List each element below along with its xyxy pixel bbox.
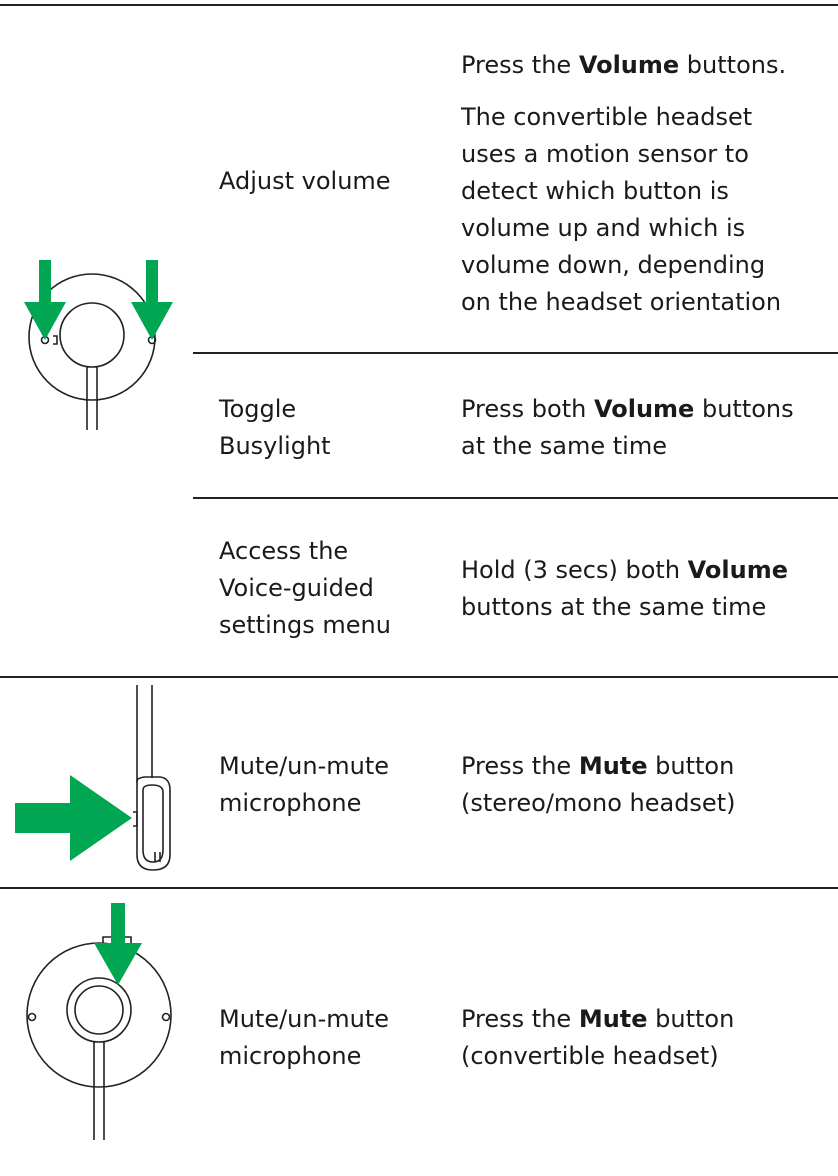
bold-term: Mute bbox=[578, 752, 648, 780]
text-run: buttons bbox=[694, 395, 794, 423]
text-run: button bbox=[647, 752, 735, 780]
text-run: volume up and which is bbox=[461, 214, 746, 242]
action-line: The convertible headset bbox=[461, 99, 786, 136]
text-run: Press the bbox=[461, 1005, 579, 1033]
action-cell: Press the Mute button (convertible headse… bbox=[461, 1001, 734, 1075]
action-line: Press both Volume buttons bbox=[461, 391, 794, 428]
function-line: settings menu bbox=[219, 611, 391, 639]
volume-illustration bbox=[24, 260, 173, 430]
text-run: volume down, depending bbox=[461, 251, 766, 279]
boom-illustration bbox=[15, 685, 171, 871]
text-run: buttons. bbox=[679, 51, 787, 79]
bold-term: Volume bbox=[687, 556, 789, 584]
action-line: Press the Mute button bbox=[461, 748, 735, 785]
function-line: Mute/un-mute bbox=[219, 1005, 390, 1033]
text-run: (stereo/mono headset) bbox=[461, 789, 736, 817]
divider bbox=[0, 676, 838, 678]
text-run: Press the bbox=[461, 752, 579, 780]
bold-term: Volume bbox=[578, 51, 680, 79]
action-cell: Hold (3 secs) both Volume buttons at the … bbox=[461, 552, 788, 626]
function-line: Busylight bbox=[219, 432, 331, 460]
paragraph: Press both Volume buttons at the same tim… bbox=[461, 391, 794, 465]
divider bbox=[193, 497, 838, 499]
function-line: microphone bbox=[219, 1042, 362, 1070]
text-run: at the same time bbox=[461, 432, 667, 460]
text-run: buttons at the same time bbox=[461, 593, 767, 621]
text-run: detect which button is bbox=[461, 177, 729, 205]
text-run: uses a motion sensor to bbox=[461, 140, 749, 168]
action-line: at the same time bbox=[461, 428, 794, 465]
function-line: Mute/un-mute bbox=[219, 752, 390, 780]
text-run: Press both bbox=[461, 395, 594, 423]
action-line: (convertible headset) bbox=[461, 1038, 734, 1075]
function-line: Voice-guided bbox=[219, 574, 374, 602]
bold-term: Mute bbox=[578, 1005, 648, 1033]
function-cell: Mute/un-mute microphone bbox=[219, 1001, 389, 1075]
action-line: Press the Volume buttons. bbox=[461, 47, 786, 84]
action-line: (stereo/mono headset) bbox=[461, 785, 735, 822]
action-line: on the headset orientation bbox=[461, 284, 786, 321]
action-line: Hold (3 secs) both Volume bbox=[461, 552, 788, 589]
text-run: The convertible headset bbox=[461, 103, 753, 131]
paragraph: Hold (3 secs) both Volume buttons at the … bbox=[461, 552, 788, 626]
text-run: (convertible headset) bbox=[461, 1042, 719, 1070]
function-line: Adjust volume bbox=[219, 167, 391, 195]
action-line: volume up and which is bbox=[461, 210, 786, 247]
action-line: uses a motion sensor to bbox=[461, 136, 786, 173]
function-cell: Toggle Busylight bbox=[219, 391, 331, 465]
function-cell: Mute/un-mute microphone bbox=[219, 748, 389, 822]
action-cell: Press both Volume buttons at the same tim… bbox=[461, 391, 794, 465]
function-line: Access the bbox=[219, 537, 349, 565]
function-line: Toggle bbox=[219, 395, 297, 423]
divider bbox=[193, 352, 838, 354]
action-line: volume down, depending bbox=[461, 247, 786, 284]
convertible-illustration bbox=[26, 903, 172, 1140]
divider bbox=[0, 4, 838, 6]
text-run: Press the bbox=[461, 51, 579, 79]
action-line: Press the Mute button bbox=[461, 1001, 734, 1038]
text-run: on the headset orientation bbox=[461, 288, 782, 316]
action-line: detect which button is bbox=[461, 173, 786, 210]
bold-term: Volume bbox=[593, 395, 695, 423]
function-line: microphone bbox=[219, 789, 362, 817]
paragraph: Press the Mute button (stereo/mono headse… bbox=[461, 748, 735, 822]
action-cell: Press the Mute button (stereo/mono headse… bbox=[461, 748, 735, 822]
function-cell: Access the Voice-guided settings menu bbox=[219, 533, 391, 644]
divider bbox=[0, 887, 838, 889]
paragraph: Press the Mute button (convertible headse… bbox=[461, 1001, 734, 1075]
paragraph: Press the Volume buttons. bbox=[461, 47, 786, 84]
paragraph: The convertible headset uses a motion sen… bbox=[461, 99, 786, 321]
function-cell: Adjust volume bbox=[219, 163, 391, 200]
action-line: buttons at the same time bbox=[461, 589, 788, 626]
text-run: Hold (3 secs) both bbox=[461, 556, 688, 584]
text-run: button bbox=[647, 1005, 735, 1033]
action-cell: Press the Volume buttons. The convertible… bbox=[461, 47, 786, 321]
